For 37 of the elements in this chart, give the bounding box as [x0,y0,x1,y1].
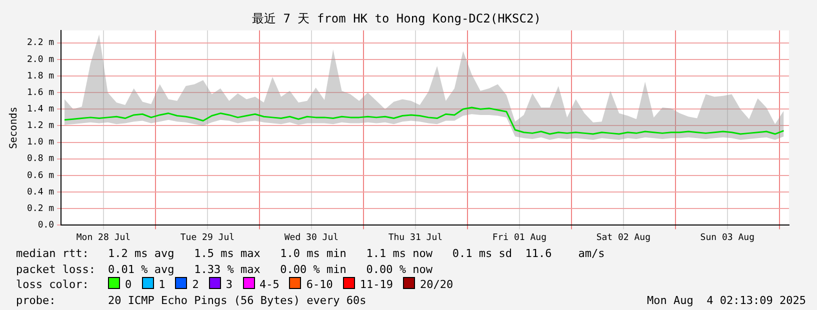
text: loss color: [16,277,90,292]
y-tick-label: 2.2 m [27,38,54,48]
text: 1.2 ms avg 1.5 ms max 1.0 ms min 1.1 ms now 0.1 ms sd 11.6 am/s [108,247,605,260]
text: 1 [158,278,166,291]
x-tick-label: Tue 29 Jul [180,232,235,243]
y-tick-label: 0.6 m [27,170,54,181]
y-tick-label: 0.4 m [27,187,54,198]
text: packet loss: [16,262,96,277]
text: 3 [226,278,232,291]
text: 0 [125,278,132,291]
x-tick-label: Thu 31 Jul [388,232,443,243]
text: 20/20 [420,278,454,291]
x-tick-label: Sun 03 Aug [700,232,754,243]
y-tick-label: 1.8 m [27,71,54,82]
text: 4-5 [260,278,280,291]
text: 2 [192,278,199,291]
y-tick-label: 0.8 m [27,154,54,164]
x-tick-label: Wed 30 Jul [284,232,339,243]
text: probe: [16,292,57,308]
y-tick-label: 0.2 m [27,204,54,214]
text: Mon Aug 4 02:13:09 2025 [647,292,806,308]
y-axis-title: Seconds [8,106,20,149]
text: 6-10 [306,278,333,291]
y-tick-label: 1.0 m [27,138,54,148]
y-tick-label: 1.2 m [27,121,54,132]
x-tick-label: Fri 01 Aug [492,232,547,243]
y-tick-label: 0.0 [38,220,54,231]
text: 20 ICMP Echo Pings (56 Bytes) every 60s [108,294,366,306]
text: median rtt: [16,246,90,262]
text: 11-19 [360,278,393,291]
y-tick-label: 2.0 m [27,54,54,65]
x-tick-label: Sat 02 Aug [596,232,651,243]
x-tick-label: Mon 28 Jul [76,232,131,243]
text: 0.01 % avg 1.33 % max 0.00 % min 0.00 % now [108,262,433,276]
y-tick-label: 1.4 m [27,104,54,114]
chart-title: 最近 7 天 from HK to Hong Kong-DC2(HKSC2) [252,11,541,26]
y-tick-label: 1.6 m [27,88,54,98]
